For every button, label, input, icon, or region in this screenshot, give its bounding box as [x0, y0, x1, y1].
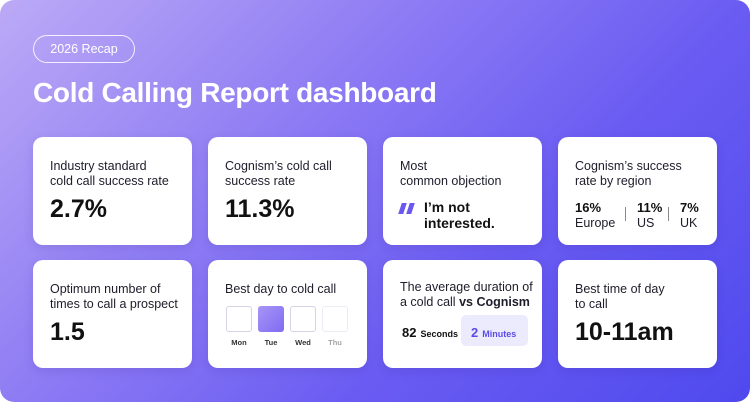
label-line: success rate — [225, 174, 296, 188]
card-label: Cognism’s success rate by region — [575, 159, 682, 189]
region-name: Europe — [575, 216, 616, 230]
label-line: to call — [575, 297, 608, 311]
day-box — [322, 306, 348, 332]
card-label: Best time of day to call — [575, 282, 665, 312]
dashboard-title: Cold Calling Report dashboard — [33, 77, 437, 108]
objection-line: interested. — [424, 215, 495, 231]
duration-value: 2 — [471, 325, 479, 340]
label-line: times to call a prospect — [50, 297, 178, 311]
quote-mark — [406, 203, 415, 214]
card-label: Most common objection — [400, 159, 501, 189]
objection-text: I’m not interested. — [424, 199, 495, 231]
objection-line: I’m not — [424, 199, 470, 215]
day-box — [258, 306, 284, 332]
label-line: cold call success rate — [50, 174, 169, 188]
region-name: UK — [680, 216, 698, 230]
label-line: Best time of day — [575, 282, 665, 296]
stat-card: Cognism’s success rate by region 16% Europe… — [558, 137, 717, 245]
day-box — [226, 306, 252, 332]
label-line: Cognism’s success — [575, 159, 682, 173]
label-line: Industry standard — [50, 159, 147, 173]
label-line: Optimum number of — [50, 282, 161, 296]
day-label: Mon — [231, 338, 247, 347]
duration: 2 Minutes — [471, 324, 516, 342]
stat-value: 1.5 — [50, 318, 85, 346]
duration-unit: Minutes — [482, 329, 517, 339]
region-rate: 7% — [680, 200, 699, 215]
label-line: Cognism’s cold call — [225, 159, 332, 173]
stat-value: 11.3% — [225, 195, 295, 223]
label-line: Best day to cold call — [225, 282, 337, 296]
card-label: The average duration of a cold call vs Co… — [400, 280, 533, 310]
region-divider — [625, 207, 626, 221]
region-rate: 16% — [575, 200, 602, 215]
label-emphasis: vs Cognism — [459, 295, 530, 309]
stat-card: Industry standard cold call success rate 2… — [33, 137, 192, 245]
region-divider — [668, 207, 669, 221]
quote-icon — [398, 203, 420, 214]
label-line: common objection — [400, 174, 502, 188]
stat-card: Best day to cold call Mon Tue Wed Thu — [208, 260, 367, 368]
stat-card: Most common objection I’m not interested. — [383, 137, 542, 245]
day-label: Thu — [328, 338, 342, 347]
region-name: US — [637, 216, 655, 230]
label-line: a cold call vs Cognism — [400, 295, 530, 309]
compare-highlight — [461, 315, 528, 346]
stat-card: Best time of day to call 10-11am — [558, 260, 717, 368]
recap-badge: 2026 Recap — [33, 35, 135, 63]
stat-value: 10-11am — [575, 318, 674, 346]
day-box — [290, 306, 316, 332]
duration-unit: Seconds — [420, 329, 458, 339]
card-label: Optimum number of times to call a prospec… — [50, 282, 178, 312]
day-label: Tue — [264, 338, 278, 347]
stat-value: 2.7% — [50, 195, 107, 223]
stat-card: Cognism’s cold call success rate 11.3% — [208, 137, 367, 245]
card-label: Cognism’s cold call success rate — [225, 159, 332, 189]
label-line: rate by region — [575, 174, 652, 188]
label-line: Most — [400, 159, 428, 173]
card-label: Industry standard cold call success rate — [50, 159, 169, 189]
card-label: Best day to cold call — [225, 282, 336, 297]
region-rate: 11% — [637, 200, 663, 215]
label-line: The average duration of — [400, 280, 533, 294]
day-label: Wed — [295, 338, 311, 347]
stat-card: Optimum number of times to call a prospec… — [33, 260, 192, 368]
duration: 82 Seconds — [402, 324, 458, 342]
stat-card: The average duration of a cold call vs Co… — [383, 260, 542, 368]
duration-value: 82 — [402, 325, 417, 340]
